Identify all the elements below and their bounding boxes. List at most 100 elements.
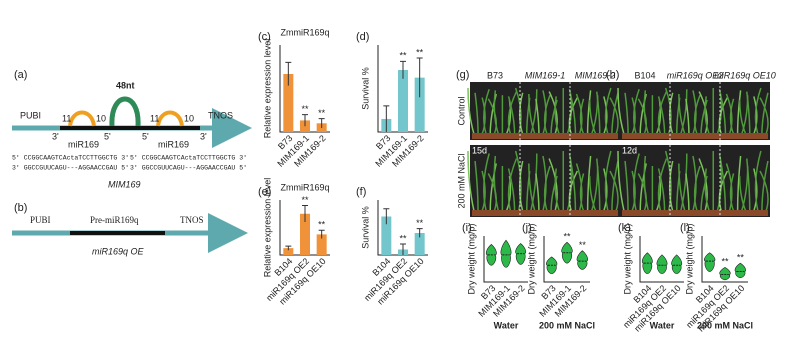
y-axis-label: Dry weight (mg/p) [684, 223, 694, 294]
chart-title: ZmmiR169q [280, 27, 329, 37]
plant [609, 170, 619, 212]
sequence: 5' CCGGCAAGTCActaTCCTTGGCTG 3' [130, 155, 247, 162]
plant [657, 158, 668, 212]
y-axis-label: Relative expression level [262, 39, 272, 139]
x-axis-label: 200 mM NaCl [539, 320, 595, 330]
y-axis-label: Dry weight (mg/p) [622, 223, 632, 294]
day-label: 12d [622, 145, 637, 155]
significance: ** [318, 220, 326, 230]
plant [746, 158, 751, 212]
plant [530, 153, 538, 212]
panel-label: (f) [356, 186, 366, 198]
plant [643, 155, 650, 212]
plant [568, 89, 577, 135]
plant [507, 96, 516, 135]
error-bar [383, 105, 390, 132]
pots [622, 133, 768, 139]
violin [719, 267, 731, 281]
number: 11 [62, 113, 71, 123]
plant [693, 94, 701, 135]
plant [568, 170, 579, 212]
plant [680, 153, 688, 212]
axis [377, 45, 428, 133]
plant [548, 91, 558, 135]
pots [472, 133, 618, 139]
plant [579, 98, 585, 135]
plant [718, 97, 729, 135]
plant [543, 165, 551, 212]
plant [575, 93, 583, 135]
pots [472, 210, 618, 216]
violin [656, 254, 668, 274]
sequence: 5' CCGGCAAGTCActaTCCTTGGCTG 3' [12, 155, 129, 162]
plant [754, 87, 762, 135]
plant [528, 93, 536, 135]
column-label: MIM169-1 [525, 70, 566, 80]
plant [657, 96, 666, 135]
plant [738, 175, 747, 212]
violin [734, 262, 746, 279]
plant [617, 87, 625, 135]
plant [633, 88, 640, 135]
plant [586, 90, 592, 135]
panel-label: (c) [258, 31, 271, 43]
column-label: miR169q OE2 [667, 70, 724, 80]
end: 5' [142, 131, 149, 141]
y-axis-label: Survival % [360, 67, 370, 110]
row-label: Control [456, 96, 466, 125]
bulge [68, 110, 96, 127]
plant [575, 163, 583, 212]
plant [729, 98, 735, 135]
construct-name: miR169q OE [92, 246, 145, 256]
plant [759, 97, 769, 135]
error-bar [302, 205, 308, 222]
number: 10 [96, 113, 106, 123]
terminator: TNOS [180, 215, 204, 225]
plant [657, 168, 666, 212]
bar [283, 248, 294, 255]
plant [528, 163, 536, 212]
plant [698, 158, 708, 212]
plant [761, 160, 769, 212]
plant [761, 92, 769, 135]
plant [535, 98, 540, 135]
promoter: PUBI [30, 215, 51, 225]
plant [736, 90, 742, 135]
plant [507, 91, 518, 135]
column-label: MIM169-2 [575, 70, 616, 80]
plant [487, 98, 498, 135]
plant [542, 90, 547, 135]
plant [685, 173, 690, 212]
plant [725, 93, 733, 135]
plant [596, 91, 601, 135]
panel-label: (i) [462, 222, 472, 234]
construct-name: MIM169 [108, 179, 141, 189]
y-axis-label: Survival % [360, 206, 370, 249]
pots [622, 210, 768, 216]
plant [753, 168, 758, 212]
error-bar [318, 118, 325, 128]
loop-label: 48nt [116, 80, 135, 90]
column-label: B104 [634, 70, 655, 80]
plant [738, 99, 747, 135]
plant [746, 91, 751, 135]
plant [474, 160, 479, 212]
plant [631, 170, 636, 212]
plant [483, 88, 490, 135]
plant [639, 163, 647, 212]
plant [588, 99, 597, 135]
plant [568, 97, 579, 135]
plant [617, 150, 625, 212]
plant [693, 165, 701, 212]
plant [588, 175, 597, 212]
plant [678, 163, 686, 212]
plant [483, 153, 490, 212]
axis [279, 45, 330, 133]
plant [535, 173, 540, 212]
bar [283, 74, 294, 132]
insert-label: Pre-miR169q [90, 215, 139, 225]
plant [611, 160, 619, 212]
bar [381, 216, 392, 255]
y-axis-label: Dry weight (mg/p) [466, 223, 476, 294]
